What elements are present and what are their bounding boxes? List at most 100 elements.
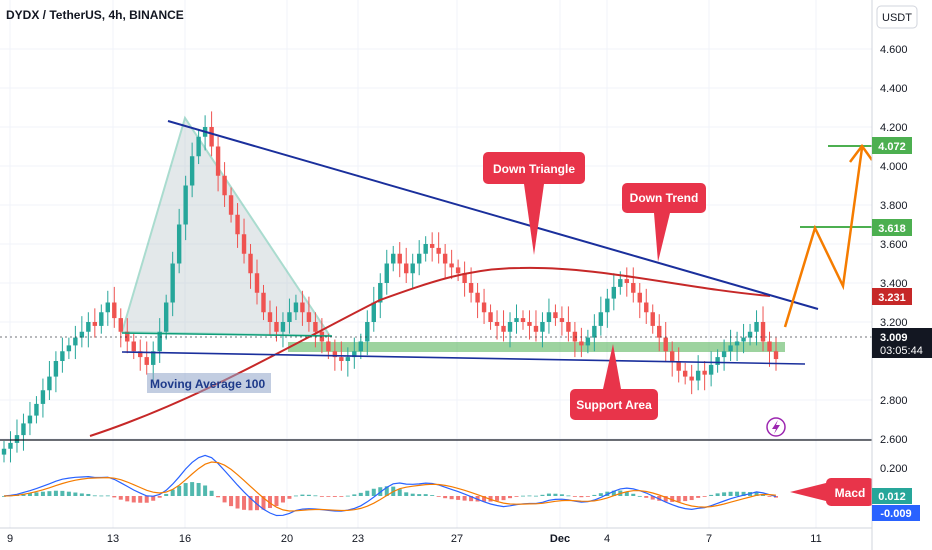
macd-bar xyxy=(157,496,162,498)
candle-body xyxy=(209,127,214,147)
candle-body xyxy=(183,185,188,225)
candle-body xyxy=(416,253,422,264)
macd-bar xyxy=(495,496,500,501)
candle-body xyxy=(663,337,668,352)
candle-body xyxy=(358,341,364,352)
callout-support-area: Support Area xyxy=(570,344,658,420)
candle-body xyxy=(468,283,474,293)
candle-body xyxy=(514,318,519,322)
candle-body xyxy=(228,195,234,215)
candle-body xyxy=(125,331,130,342)
candle-body xyxy=(280,322,286,332)
candle-body xyxy=(702,370,707,375)
candle-body xyxy=(66,345,72,352)
candle-body xyxy=(345,357,351,361)
svg-text:Macd: Macd xyxy=(835,486,866,500)
svg-text:-0.009: -0.009 xyxy=(880,508,911,520)
macd-bar xyxy=(579,496,584,498)
macd-bar xyxy=(702,496,707,497)
candle-body xyxy=(8,442,13,449)
macd-bar xyxy=(436,496,441,497)
price-tick-label: 3.600 xyxy=(880,239,908,251)
macd-bar xyxy=(345,495,350,497)
candle-body xyxy=(306,312,312,322)
candle-body xyxy=(47,376,52,391)
macd-bar xyxy=(754,491,759,496)
macd-bar xyxy=(138,496,143,503)
candle-body xyxy=(462,273,467,283)
candle-body xyxy=(488,312,493,322)
macd-bar xyxy=(735,491,740,496)
macd-bar xyxy=(676,496,681,502)
macd-bar xyxy=(592,494,597,496)
macd-bar xyxy=(358,492,363,496)
projection-path xyxy=(783,147,864,328)
candle-body xyxy=(676,361,681,371)
candle-body xyxy=(481,302,487,313)
candle-body xyxy=(21,423,26,436)
macd-bar xyxy=(229,496,234,507)
macd-bar xyxy=(79,493,84,496)
candle-body xyxy=(442,253,448,264)
svg-text:0.012: 0.012 xyxy=(878,491,906,503)
macd-bar xyxy=(209,490,214,496)
macd-bar xyxy=(559,494,564,496)
macd-bar xyxy=(397,489,402,496)
macd-bar xyxy=(417,494,422,496)
candle-body xyxy=(157,331,162,352)
macd-bar xyxy=(728,491,733,496)
callout-down-trend: Down Trend xyxy=(622,183,706,262)
macd-bar xyxy=(572,496,577,497)
candle-body xyxy=(624,279,629,283)
macd-bar xyxy=(384,486,389,496)
candle-body xyxy=(592,325,597,338)
svg-text:Support Area: Support Area xyxy=(576,398,652,412)
badge-target-high: 4.072 xyxy=(872,137,912,154)
macd-bar xyxy=(216,496,221,498)
macd-bar xyxy=(300,494,305,496)
candle-body xyxy=(527,322,532,326)
candle-body xyxy=(507,322,513,332)
candle-body xyxy=(644,302,649,313)
macd-bar xyxy=(164,493,169,496)
macd-bar xyxy=(319,496,324,497)
candle-body xyxy=(131,341,136,352)
signal-line xyxy=(3,461,777,512)
price-axis[interactable] xyxy=(872,0,932,550)
candle-body xyxy=(222,175,227,196)
time-tick-label: 20 xyxy=(281,533,293,545)
candle-body xyxy=(287,312,292,322)
macd-bar xyxy=(624,491,629,496)
down-trend-line xyxy=(167,120,819,310)
price-tick-label: 3.400 xyxy=(880,278,908,290)
candle-body xyxy=(235,214,240,235)
macd-bar xyxy=(2,496,6,497)
candle-body xyxy=(144,357,149,365)
candle-body xyxy=(60,351,65,361)
macd-bar xyxy=(60,490,65,496)
macd-bar xyxy=(631,493,636,496)
macd-bar xyxy=(53,490,58,496)
lightning-icon[interactable] xyxy=(766,417,786,437)
callout-macd: Macd xyxy=(790,478,874,506)
macd-bar xyxy=(339,496,344,497)
macd-bar xyxy=(410,493,415,496)
macd-bar xyxy=(741,491,746,496)
svg-text:Down Trend: Down Trend xyxy=(630,191,699,205)
macd-bar xyxy=(501,496,506,501)
candle-body xyxy=(760,322,766,342)
macd-bar xyxy=(267,496,272,509)
macd-bar xyxy=(423,494,428,496)
candle-body xyxy=(352,351,357,358)
candle-body xyxy=(423,244,428,254)
down-triangle-shape xyxy=(120,115,332,338)
candle-body xyxy=(566,322,571,332)
macd-bar xyxy=(462,496,467,501)
time-tick-label: 9 xyxy=(7,533,13,545)
currency-button[interactable]: USDT xyxy=(876,5,918,29)
candle-body xyxy=(79,331,85,338)
time-axis-ticks[interactable]: 9 13 16 20 23 27 Dec 4 7 11 xyxy=(7,533,822,545)
macd-bar xyxy=(546,493,551,496)
candle-body xyxy=(163,302,169,332)
